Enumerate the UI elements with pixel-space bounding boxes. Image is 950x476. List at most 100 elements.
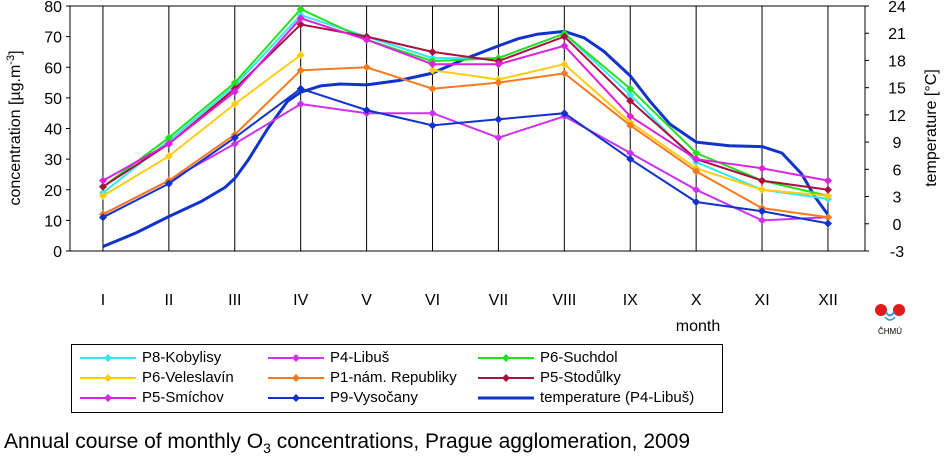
data-point — [758, 164, 767, 173]
data-point — [824, 185, 832, 194]
data-point — [296, 5, 305, 14]
y2-tick-label: 15 — [888, 81, 906, 98]
data-point — [428, 47, 437, 56]
data-point — [428, 109, 437, 118]
x-tick-label: XI — [755, 292, 770, 309]
series-6 — [99, 14, 832, 185]
legend-label: temperature (P4-Libuš) — [540, 389, 695, 406]
y-tick-label: 10 — [44, 213, 62, 230]
legend-swatch — [268, 354, 324, 362]
data-point — [296, 20, 305, 29]
y-tick-label: 70 — [44, 30, 62, 47]
data-point — [494, 133, 503, 142]
series-line — [102, 23, 829, 191]
legend-label: P8-Kobylisy — [142, 349, 222, 366]
legend-swatch — [80, 394, 136, 402]
y2-tick-label: 9 — [893, 135, 902, 152]
x-axis-title: month — [676, 318, 720, 335]
legend-swatch — [80, 374, 136, 382]
data-point — [560, 41, 569, 50]
data-point — [230, 87, 239, 96]
logo-wave-2 — [884, 316, 896, 321]
legend-label: P6-Suchdol — [540, 349, 618, 366]
data-point — [626, 112, 635, 121]
x-tick-label: VII — [489, 292, 509, 309]
y2-tick-label: 3 — [893, 190, 902, 207]
legend-label: P9-Vysočany — [330, 389, 418, 406]
legend-swatch — [478, 354, 534, 362]
y-tick-label: 30 — [44, 152, 62, 169]
data-point — [164, 139, 173, 148]
data-point — [230, 78, 239, 87]
data-point — [692, 198, 701, 206]
series-line — [102, 87, 829, 225]
data-point — [494, 78, 503, 87]
legend-swatch — [268, 374, 324, 382]
legend: P8-Kobylisy P4-Libuš P6-Suchdol P6-Veleslav… — [71, 344, 723, 413]
y-axis-right-title: temperature [°C] — [923, 69, 940, 187]
data-point — [560, 32, 569, 41]
figure-caption: Annual course of monthly O3 concentratio… — [4, 430, 691, 457]
data-point — [296, 66, 305, 75]
data-point — [494, 60, 503, 69]
legend-label: P5-Stodůlky — [540, 369, 621, 386]
data-point — [824, 213, 832, 222]
legend-label: P1-nám. Republiky — [330, 369, 457, 386]
y2-tick-label: -3 — [890, 244, 904, 261]
legend-swatch — [268, 394, 324, 402]
data-point — [692, 149, 701, 157]
data-point — [626, 90, 635, 99]
x-tick-label: IV — [293, 292, 308, 309]
data-point — [230, 139, 239, 148]
logo-dot-right — [893, 304, 905, 316]
y2-tick-label: 12 — [888, 108, 906, 125]
left-axis-ticks: 0 10 20 30 40 50 60 70 80 — [44, 0, 70, 261]
logo-wave — [885, 311, 895, 317]
data-point — [296, 14, 305, 23]
legend-swatch — [478, 396, 534, 400]
data-point — [758, 176, 767, 185]
y2-tick-label: 21 — [888, 26, 906, 43]
data-point — [428, 60, 437, 69]
data-point — [758, 185, 767, 194]
series-line — [102, 17, 829, 182]
data-point — [296, 84, 305, 93]
data-point — [626, 149, 635, 157]
right-axis-ticks: -3 0 3 6 9 12 15 18 21 24 — [865, 0, 906, 261]
chmu-logo: ČHMÚ — [872, 301, 908, 337]
x-tick-label: VI — [425, 292, 440, 309]
x-axis-ticks: I II III IV V VI VII VIII IX X XI XII — [101, 292, 838, 309]
series-line — [102, 54, 302, 197]
data-point — [99, 176, 107, 185]
series-line — [102, 66, 829, 219]
data-point — [758, 216, 767, 225]
x-tick-label: II — [164, 292, 173, 309]
series-line — [102, 102, 829, 222]
legend-swatch — [478, 374, 534, 382]
data-point — [230, 100, 239, 108]
data-point — [692, 167, 701, 176]
y2-tick-label: 18 — [888, 53, 906, 70]
data-point — [626, 96, 635, 105]
legend-label: P6-Veleslavín — [142, 369, 234, 386]
logo-text: ČHMÚ — [878, 327, 902, 336]
y-axis-left-title: concentration [µg.m-3] — [5, 50, 24, 205]
legend-label: P5-Smíchov — [142, 389, 224, 406]
temperature-line — [102, 29, 830, 248]
y-tick-label: 0 — [53, 244, 62, 261]
data-point — [824, 191, 832, 200]
data-point — [428, 66, 437, 75]
y-tick-label: 20 — [44, 183, 62, 200]
data-point — [164, 179, 173, 188]
y-tick-label: 60 — [44, 60, 62, 77]
data-point — [692, 155, 701, 164]
data-point — [99, 182, 107, 191]
data-point — [164, 152, 173, 161]
data-point — [164, 133, 173, 142]
y2-tick-label: 6 — [893, 162, 902, 179]
x-tick-label: I — [101, 292, 105, 309]
y2-tick-label: 24 — [888, 0, 906, 16]
data-point — [230, 133, 239, 142]
data-point — [99, 213, 107, 222]
data-point — [362, 63, 371, 72]
